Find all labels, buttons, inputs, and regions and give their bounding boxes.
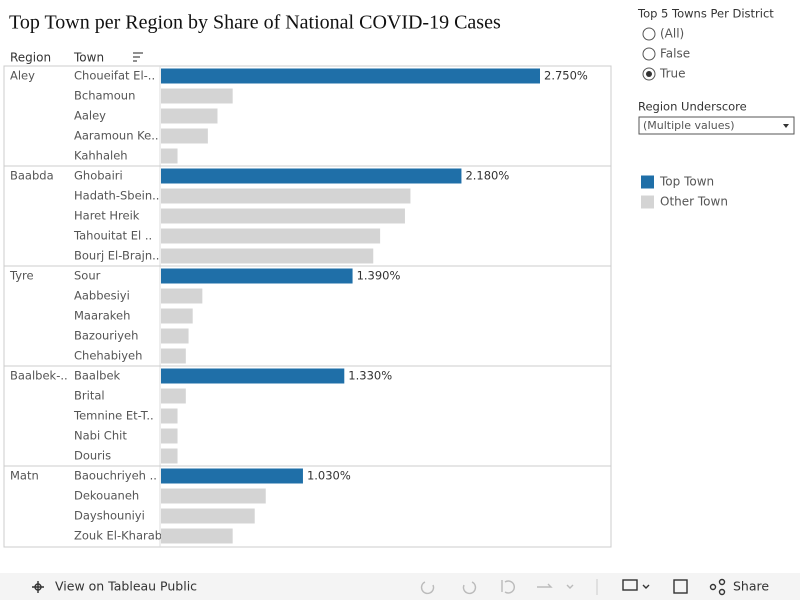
bar (161, 88, 233, 104)
bar (161, 408, 178, 424)
footer-share[interactable]: Share (733, 579, 769, 594)
value-label: 1.390% (357, 269, 401, 283)
footer-bar (0, 573, 800, 600)
legend-label: Other Town (660, 195, 728, 209)
bar (161, 68, 540, 84)
town-label: Nabi Chit (74, 429, 127, 443)
bar (161, 308, 193, 324)
legend-swatch (641, 195, 654, 209)
footer-link[interactable]: View on Tableau Public (55, 579, 197, 594)
town-label: Bourj El-Brajn.. (74, 249, 159, 263)
bar (161, 528, 233, 544)
town-label: Hadath-Sbein.. (74, 189, 159, 203)
table-frame (3, 65, 612, 548)
bar (161, 348, 186, 364)
bar (161, 388, 186, 404)
bar (161, 188, 411, 204)
town-label: Kahhaleh (74, 149, 128, 163)
town-label: Brital (74, 389, 105, 403)
bar (161, 508, 255, 524)
footer-icons (32, 578, 726, 596)
bar (161, 248, 374, 264)
bar (161, 228, 381, 244)
bar (161, 448, 178, 464)
town-label: Zouk El-Kharab (74, 529, 162, 543)
town-label: Sour (74, 269, 101, 283)
region-label: Tyre (9, 269, 34, 283)
town-label: Dayshouniyi (74, 509, 145, 523)
value-label: 1.030% (307, 469, 351, 483)
town-label: Douris (74, 449, 111, 463)
town-label: Bazouriyeh (74, 329, 138, 343)
bar (161, 168, 462, 184)
legend-label: Top Town (659, 175, 714, 189)
filter-title: Top 5 Towns Per District (637, 7, 774, 21)
dropdown[interactable] (638, 116, 795, 135)
bar (161, 128, 208, 144)
dropdown-value[interactable]: (Multiple values) (643, 119, 735, 132)
bar (161, 268, 353, 284)
bar (161, 148, 178, 164)
region-label: Baabda (10, 169, 54, 183)
town-label: Dekouaneh (74, 489, 139, 503)
filter-title: Region Underscore (638, 100, 747, 114)
town-label: Choueifat El-.. (74, 69, 155, 83)
bar (161, 428, 178, 444)
bar (161, 488, 266, 504)
radio-label[interactable]: False (660, 47, 690, 61)
value-label: 2.180% (465, 169, 509, 183)
bar (161, 108, 218, 124)
town-label: Aaley (74, 109, 106, 123)
column-header: Town (73, 51, 104, 65)
sort-icon[interactable] (133, 52, 143, 62)
region-label: Baalbek-.. (10, 369, 68, 383)
bar (161, 468, 303, 484)
bar (161, 288, 203, 304)
town-label: Baalbek (74, 369, 121, 383)
radio-label[interactable]: True (659, 67, 686, 81)
town-label: Haret Hreik (74, 209, 140, 223)
town-label: Aaramoun Ke.. (74, 129, 159, 143)
radio-dot (646, 71, 652, 77)
chart-title: Top Town per Region by Share of National… (9, 12, 501, 34)
town-label: Bchamoun (74, 89, 135, 103)
dropdown-arrow (783, 124, 789, 128)
column-header: Region (10, 51, 51, 65)
value-label: 1.330% (348, 369, 392, 383)
town-label: Maarakeh (74, 309, 130, 323)
town-label: Tahouitat El .. (73, 229, 152, 243)
town-label: Aabbesiyi (74, 289, 130, 303)
radio-label[interactable]: (All) (660, 27, 684, 41)
town-label: Ghobairi (74, 169, 123, 183)
value-label: 2.750% (544, 69, 588, 83)
bar (161, 208, 405, 224)
bar (161, 328, 189, 344)
region-label: Matn (10, 469, 39, 483)
radio[interactable] (642, 47, 656, 61)
radio[interactable] (642, 27, 656, 41)
bar (161, 368, 345, 384)
town-label: Chehabiyeh (74, 349, 142, 363)
region-label: Aley (10, 69, 35, 83)
town-label: Baouchriyeh .. (74, 469, 157, 483)
legend-swatch (641, 175, 654, 189)
town-label: Temnine Et-T.. (73, 409, 154, 423)
